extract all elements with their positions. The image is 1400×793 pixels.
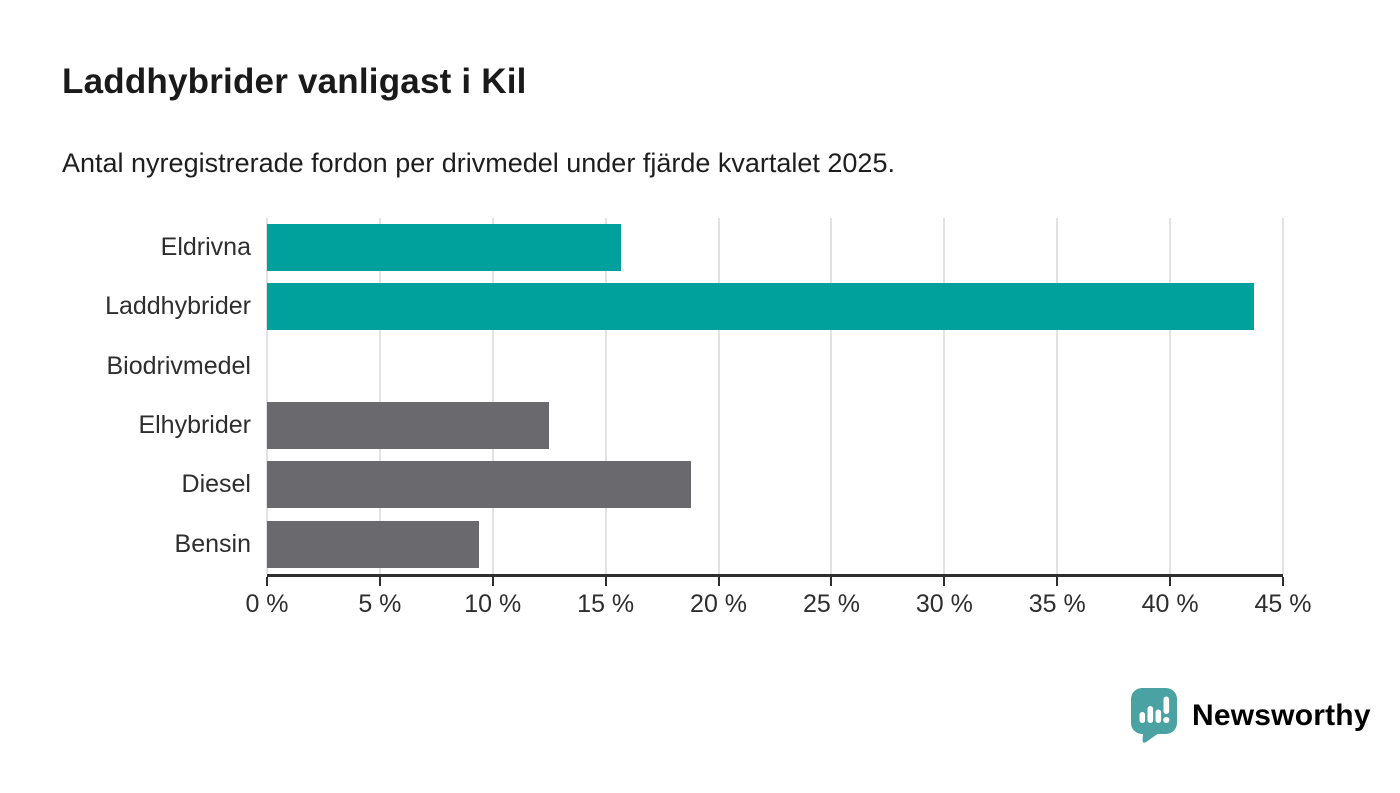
category-label: Eldrivna <box>160 233 251 262</box>
bar-row: Diesel <box>182 455 1283 514</box>
bar-eldrivna <box>267 224 622 272</box>
x-axis-tick <box>266 577 268 586</box>
x-axis-tick <box>491 577 494 586</box>
logo-exclamation-dot <box>1163 716 1170 724</box>
x-axis-tick-label: 5 % <box>358 590 402 618</box>
gridline <box>604 218 607 574</box>
x-axis-tick-label: 20 % <box>690 590 748 618</box>
chart-subtitle: Antal nyregistrerade fordon per drivmede… <box>62 148 895 178</box>
gridline <box>830 218 833 574</box>
gridline <box>1169 218 1172 574</box>
category-label: Elhybrider <box>138 411 251 440</box>
bar-laddhybrider <box>267 283 1254 331</box>
x-axis-tick <box>943 577 946 586</box>
bar-row: Bensin <box>175 515 1283 574</box>
category-label: Biodrivmedel <box>106 351 251 380</box>
x-axis-tick <box>378 577 381 586</box>
x-axis-tick-label: 15 % <box>577 590 635 618</box>
x-axis-tick-label: 40 % <box>1141 590 1199 618</box>
newsworthy-logo-icon <box>1131 688 1177 743</box>
category-label: Laddhybrider <box>105 292 251 321</box>
category-label: Diesel <box>181 470 251 499</box>
plot-area: 0 % 5 % 10 % 15 % 20 % 25 % 30 % 35 % 40 % 45 % El… <box>105 218 1311 618</box>
x-axis-tick <box>830 577 833 586</box>
logo-exclamation-bar <box>1163 696 1170 714</box>
x-axis-tick-label: 25 % <box>802 590 860 618</box>
bar-diesel <box>267 461 692 509</box>
x-axis-tick <box>1056 577 1059 586</box>
gridline <box>943 218 946 574</box>
x-axis-tick-label: 30 % <box>915 590 973 618</box>
gridline <box>1282 218 1284 574</box>
logo-bar-3 <box>1155 709 1162 723</box>
bar-bensin <box>267 520 480 568</box>
newsworthy-logo-text: Newsworthy <box>1192 698 1371 732</box>
logo-bar-2 <box>1147 706 1154 723</box>
x-axis-tick <box>1169 577 1172 586</box>
gridline <box>1056 218 1059 574</box>
speech-bubble-shape <box>1131 688 1177 743</box>
x-axis-tick-label: 10 % <box>464 590 522 618</box>
x-axis-tick <box>717 577 720 586</box>
newsworthy-logo: Newsworthy <box>1131 688 1371 743</box>
gridline <box>717 218 720 574</box>
x-axis-tick-label: 45 % <box>1254 590 1312 618</box>
gridline <box>491 218 494 574</box>
gridline <box>266 218 268 574</box>
category-label: Bensin <box>174 529 251 558</box>
bar-elhybrider <box>267 402 550 450</box>
gridline <box>378 218 381 574</box>
x-axis-tick-label: 35 % <box>1028 590 1086 618</box>
bar-row: Laddhybrider <box>105 277 1283 336</box>
bar-row: Biodrivmedel <box>106 337 1283 396</box>
logo-bar-1 <box>1139 712 1146 723</box>
x-axis-tick-label: 0 % <box>245 590 289 618</box>
x-axis-tick <box>1282 577 1284 586</box>
x-axis-tick <box>604 577 607 586</box>
chart-title: Laddhybrider vanligast i Kil <box>62 62 527 101</box>
bar-row: Eldrivna <box>161 218 1283 277</box>
bar-row: Elhybrider <box>138 396 1283 455</box>
